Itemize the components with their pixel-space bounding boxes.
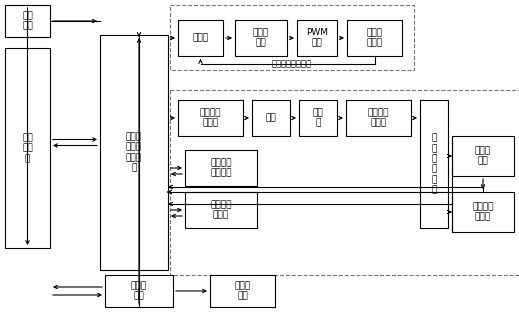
Text: 直流伺
服电机: 直流伺 服电机 xyxy=(366,28,383,48)
Text: 舵机驱动
检测电路: 舵机驱动 检测电路 xyxy=(210,158,232,178)
Bar xyxy=(5,48,50,248)
Text: 调制放
大器: 调制放 大器 xyxy=(475,146,491,166)
Bar xyxy=(185,150,257,186)
Bar xyxy=(346,100,411,136)
Bar xyxy=(185,192,257,228)
Text: 调制波形
处理器: 调制波形 处理器 xyxy=(472,202,494,222)
Bar xyxy=(178,20,223,56)
Bar xyxy=(178,100,243,136)
Bar xyxy=(420,100,448,228)
Bar xyxy=(170,5,414,70)
Text: 电源
电路: 电源 电路 xyxy=(22,11,33,31)
Text: 运动控
制器: 运动控 制器 xyxy=(253,28,269,48)
Text: 电机驱动检测电路: 电机驱动检测电路 xyxy=(272,59,312,68)
Text: 光敏元件
接收器: 光敏元件 接收器 xyxy=(368,108,389,128)
Text: 现场可
编程门
阵列电
路: 现场可 编程门 阵列电 路 xyxy=(126,133,142,173)
Bar xyxy=(105,275,173,307)
Text: 随机存
储器: 随机存 储器 xyxy=(235,281,251,301)
Bar xyxy=(297,20,337,56)
Bar xyxy=(235,20,287,56)
Text: 光
电
检
测
电
路: 光 电 检 测 电 路 xyxy=(431,133,436,194)
Bar xyxy=(299,100,337,136)
Text: PWM
功放: PWM 功放 xyxy=(306,28,328,48)
Text: 开关量检
测电路: 开关量检 测电路 xyxy=(210,200,232,220)
Text: 参数存
储器: 参数存 储器 xyxy=(131,281,147,301)
Bar xyxy=(252,100,290,136)
Text: 调制波形
发生器: 调制波形 发生器 xyxy=(200,108,221,128)
Text: 编码器: 编码器 xyxy=(193,34,209,42)
Text: 光源: 光源 xyxy=(266,113,277,122)
Bar xyxy=(5,5,50,37)
Text: 反射
镜: 反射 镜 xyxy=(312,108,323,128)
Bar xyxy=(347,20,402,56)
Bar xyxy=(170,90,519,275)
Bar xyxy=(452,136,514,176)
Bar xyxy=(210,275,275,307)
Text: 中央
处理
器: 中央 处理 器 xyxy=(22,133,33,163)
Bar xyxy=(452,192,514,232)
Bar xyxy=(100,35,168,270)
